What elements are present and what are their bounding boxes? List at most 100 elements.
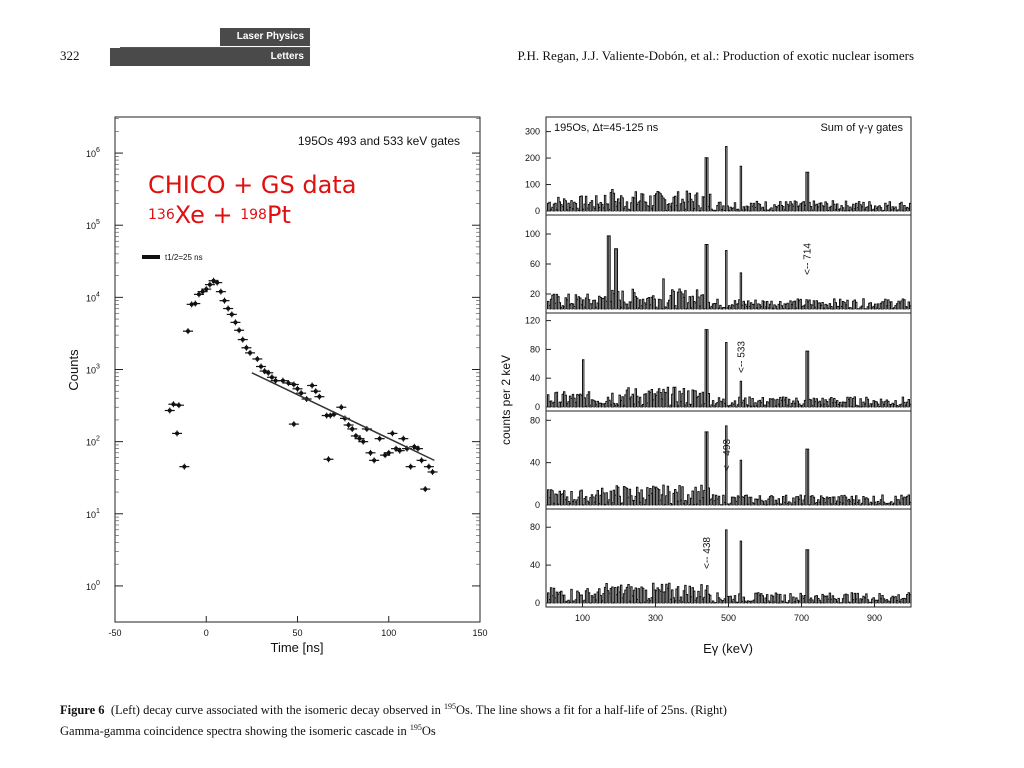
data-point [229, 312, 234, 317]
journal-logo: Laser Physics Letters [110, 28, 310, 66]
spectrum-ytick-label: 0 [535, 598, 540, 608]
spectrum-ytick-label: 100 [525, 229, 540, 239]
annotation-elem1: Xe + [174, 201, 241, 229]
data-point [426, 464, 431, 469]
data-point [313, 389, 318, 394]
annotation-line1: CHICO + GS data [148, 171, 357, 199]
caption-sup1: 195 [444, 702, 457, 711]
data-point [244, 345, 249, 350]
data-point [189, 302, 194, 307]
data-point [372, 458, 377, 463]
annotation-elem2: Pt [266, 201, 291, 229]
spectrum-xtick-label: 300 [648, 613, 663, 623]
data-point [291, 422, 296, 427]
data-point [200, 289, 205, 294]
spectrum-ytick-label: 80 [530, 522, 540, 532]
data-point [240, 337, 245, 342]
data-point [204, 287, 209, 292]
spectrum-panel: 0 40 80 <-- 493 [530, 410, 912, 510]
spectrum-xtick-label: 100 [575, 613, 590, 623]
spectrum-ytick-label: 40 [530, 373, 540, 383]
left-xlabel: Time [ns] [271, 640, 324, 655]
data-point [377, 436, 382, 441]
data-point [182, 464, 187, 469]
left-ylabel: Counts [66, 349, 81, 391]
left-ytick-label: 105 [86, 219, 100, 231]
figure-caption: Figure 6 (Left) decay curve associated w… [60, 698, 950, 740]
left-xtick-label: 150 [472, 628, 487, 638]
data-point [280, 378, 285, 383]
data-point [394, 446, 399, 451]
data-point [226, 306, 231, 311]
spectrum-ytick-label: 80 [530, 415, 540, 425]
spectrum-panel: 0 40 80 <-- 438 [530, 508, 912, 608]
spectrum-panel-frame [545, 312, 912, 412]
running-head: P.H. Regan, J.J. Valiente-Dobón, et al.:… [517, 48, 914, 63]
spectrum-panel-frame [545, 508, 912, 608]
data-point [167, 408, 172, 413]
spectrum-ytick-label: 0 [535, 206, 540, 216]
data-point [175, 431, 180, 436]
data-point [222, 298, 227, 303]
data-point [339, 405, 344, 410]
data-point [233, 320, 238, 325]
left-ytick-label: 103 [86, 364, 100, 376]
data-point [353, 433, 358, 438]
right-ylabel: counts per 2 keV [499, 355, 513, 445]
data-point [390, 431, 395, 436]
left-ytick-label: 101 [86, 508, 100, 520]
data-point [215, 280, 220, 285]
data-point [397, 448, 402, 453]
data-point [176, 403, 181, 408]
data-point [310, 383, 315, 388]
data-point [255, 356, 260, 361]
spectrum-panel: 0 40 80 120 <-- 533 [525, 312, 912, 412]
journal-name-line1: Laser Physics [220, 28, 310, 46]
left-ytick-label: 106 [86, 147, 100, 159]
caption-text3: Gamma-gamma coincidence spectra showing … [60, 724, 407, 739]
left-chart-title: 195Os 493 and 533 keV gates [298, 134, 460, 148]
data-point [361, 439, 366, 444]
data-point [273, 378, 278, 383]
spectrum-panel: 20 60 100 <-- 714 [525, 214, 912, 314]
caption-text2: Os. The line shows a fit for a half-life… [456, 703, 727, 718]
spectrum-trace [547, 529, 912, 604]
data-point [207, 282, 212, 287]
data-point [430, 469, 435, 474]
data-point [196, 292, 201, 297]
data-point [211, 278, 216, 283]
data-point [248, 350, 253, 355]
caption-text4: Os [421, 724, 436, 739]
spectrum-peak-annotation: <-- 438 [702, 537, 713, 569]
data-point [326, 457, 331, 462]
data-point [266, 370, 271, 375]
spectrum-panel-frame [545, 214, 912, 314]
data-point [218, 289, 223, 294]
data-point [186, 329, 190, 334]
spectrum-trace [547, 235, 912, 310]
data-point [295, 386, 300, 391]
spectrum-ytick-label: 40 [530, 560, 540, 570]
spectrum-trace [547, 146, 912, 212]
spectrum-ytick-label: 0 [535, 402, 540, 412]
spectrum-label: 195Os, Δt=45-125 ns [554, 122, 659, 134]
decay-curve-chart: -50 0 50 100 150 100 101 102 103 104 105 106 195Os … [66, 116, 488, 655]
data-point [262, 369, 267, 374]
spectrum-panel: 0 100 200 300 195Os, Δt=45-125 ns Sum of γ-γ … [525, 116, 912, 216]
spectrum-ytick-label: 100 [525, 180, 540, 190]
data-point [412, 444, 417, 449]
caption-text1: (Left) decay curve associated with the i… [110, 703, 441, 718]
data-point [237, 328, 242, 333]
left-ytick-label: 102 [86, 436, 100, 448]
data-point [299, 391, 304, 396]
spectrum-ytick-label: 300 [525, 127, 540, 137]
spectrum-trace [547, 425, 912, 506]
data-point [350, 426, 355, 431]
spectrum-xtick-label: 500 [721, 613, 736, 623]
left-ytick-label: 104 [86, 291, 100, 303]
data-point [317, 394, 322, 399]
spectrum-ytick-label: 120 [525, 316, 540, 326]
spectrum-trace [547, 329, 912, 408]
data-point [269, 375, 274, 380]
